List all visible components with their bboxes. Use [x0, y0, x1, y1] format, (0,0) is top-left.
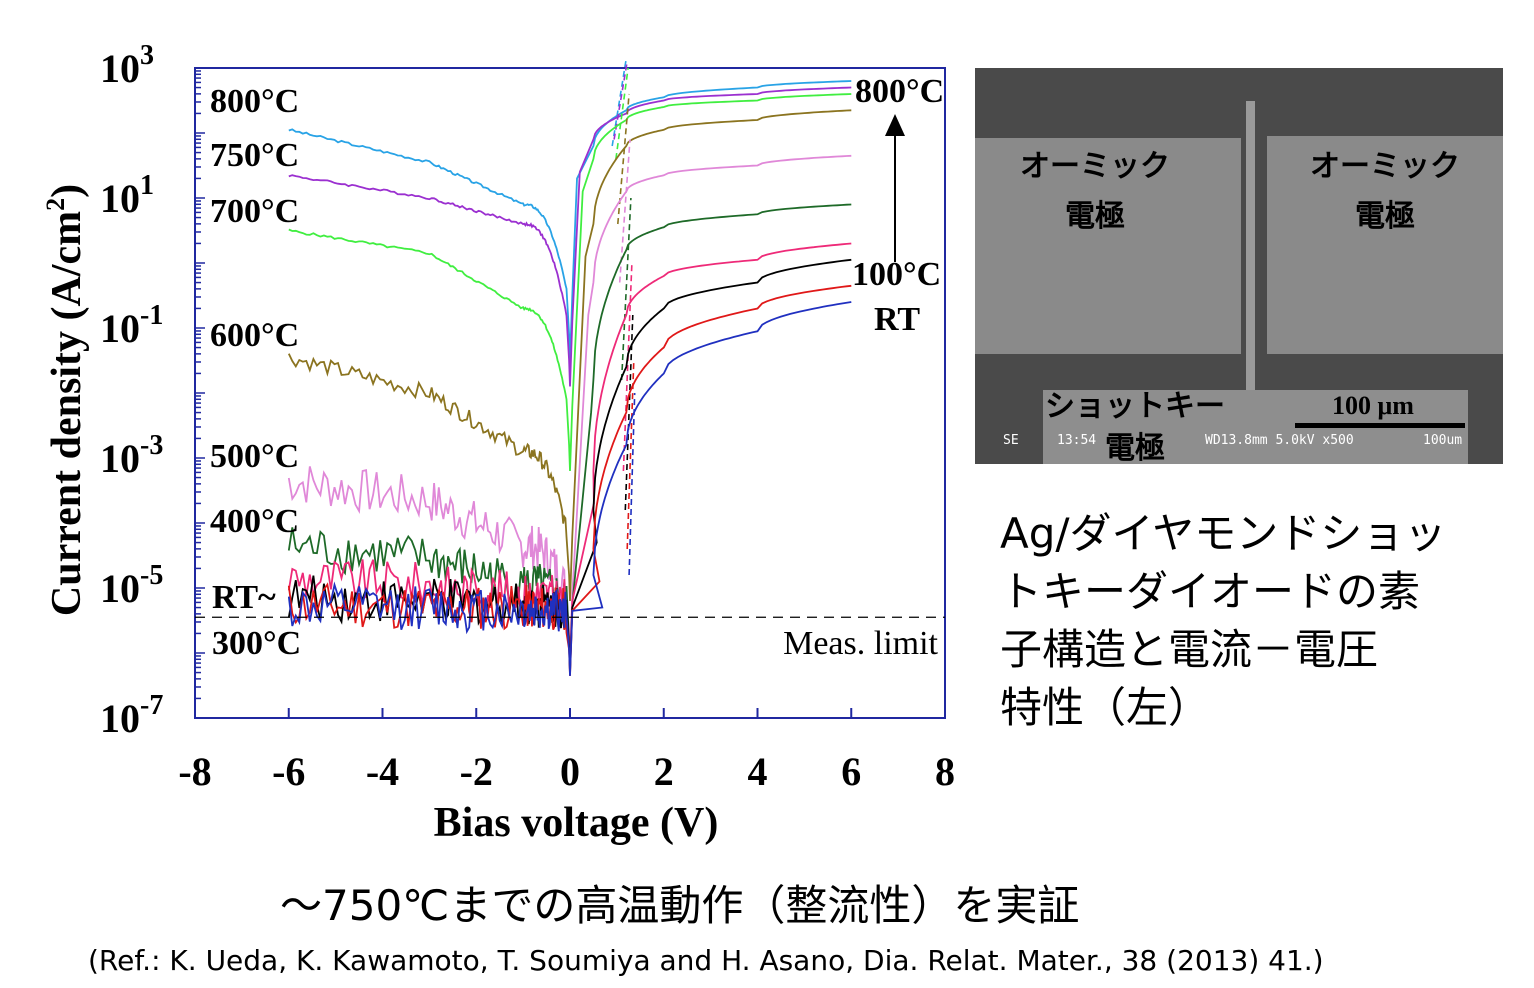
x-tick-label: -2 — [460, 749, 493, 794]
y-tick-base: 10 — [100, 566, 140, 611]
x-ticks — [287, 708, 853, 718]
temp-label-400: 400°C — [210, 503, 299, 540]
ohmic-electrode-left — [975, 138, 1241, 354]
ohmic-right-line2: 電極 — [1355, 199, 1415, 234]
series-curve — [287, 154, 852, 660]
schottky-finger — [1246, 101, 1255, 393]
ohmic-left-line1: オーミック — [1020, 149, 1170, 184]
sem-image: オーミック 電極 オーミック 電極 ショットキー 電極 100 μm SE 13… — [975, 68, 1503, 464]
temp-label-600: 600°C — [210, 317, 299, 354]
x-tick-labels: -8 -6 -4 -2 0 2 4 6 8 — [178, 749, 955, 794]
sem-footer-time: 13:54 — [1057, 433, 1096, 448]
temperature-arrow — [885, 114, 905, 262]
y-tick-exp: -7 — [140, 690, 163, 721]
series-curve — [288, 80, 852, 361]
y-tick-exp: 1 — [140, 170, 154, 201]
x-tick-label: 6 — [841, 749, 861, 794]
series-curve — [288, 93, 852, 472]
x-tick-label: -8 — [178, 749, 211, 794]
arrow-top-label: 800°C — [855, 73, 944, 110]
series-fit-line — [624, 314, 634, 511]
y-tick-base: 10 — [100, 176, 140, 221]
scale-label: 100 μm — [1332, 391, 1414, 420]
y-axis-label-close: ) — [44, 184, 90, 198]
y-tick-base: 10 — [100, 306, 140, 351]
x-tick-label: 4 — [748, 749, 768, 794]
x-tick-label: -4 — [366, 749, 399, 794]
y-tick-label: 10-1 — [100, 300, 163, 351]
y-tick-label: 10-7 — [100, 690, 163, 741]
y-tick-exp: 3 — [140, 40, 154, 71]
series-curve — [287, 109, 852, 602]
arrow-bottom-label: 100°C — [852, 256, 941, 293]
ohmic-right-line1: オーミック — [1310, 149, 1460, 184]
caption-line: 子構造と電流－電圧 — [1000, 625, 1379, 674]
caption-line: Ag/ダイヤモンドショッ — [1000, 509, 1447, 558]
caption-line: トキーダイオードの素 — [1000, 567, 1421, 616]
temp-label-800: 800°C — [210, 83, 299, 120]
y-tick-base: 10 — [100, 696, 140, 741]
series-fit-line — [611, 58, 628, 147]
series-fit-line — [615, 67, 629, 160]
schottky-line1: ショットキー — [1045, 389, 1225, 424]
figure-caption: Ag/ダイヤモンドショッ トキーダイオードの素 子構造と電流－電圧 特性（左） — [1000, 505, 1500, 737]
caption-line: 特性（左） — [1000, 683, 1211, 732]
y-tick-exp: -5 — [140, 560, 163, 591]
y-tick-base: 10 — [100, 46, 140, 91]
series-fit-line — [626, 360, 635, 550]
sem-footer-se: SE — [1003, 433, 1019, 448]
x-tick-label: -6 — [272, 749, 305, 794]
y-tick-base: 10 — [100, 436, 140, 481]
series-curve — [287, 301, 852, 676]
temp-label-700: 700°C — [210, 193, 299, 230]
x-tick-label: 0 — [560, 749, 580, 794]
sem-footer-params: WD13.8mm 5.0kV x500 — [1205, 433, 1354, 448]
series-curve — [287, 258, 852, 673]
ohmic-left-line2: 電極 — [1065, 199, 1125, 234]
y-tick-exp: -1 — [140, 300, 163, 331]
temp-label-rt: RT~ — [212, 579, 276, 616]
temp-label-500: 500°C — [210, 438, 299, 475]
sem-footer-scale: 100um — [1423, 433, 1462, 448]
series-curve — [288, 86, 852, 387]
x-tick-label: 8 — [935, 749, 955, 794]
y-axis-label: Current density (A/cm2) — [41, 184, 90, 616]
reference: (Ref.: K. Ueda, K. Kawamoto, T. Soumiya … — [88, 944, 1324, 977]
y-axis-label-sup: 2 — [41, 198, 70, 211]
y-tick-label: 103 — [100, 40, 154, 91]
x-tick-label: 2 — [654, 749, 674, 794]
iv-chart: Meas. limit -8 -6 -4 -2 0 2 4 6 8 10310110-110-3… — [41, 40, 955, 846]
y-minor-ticks — [195, 70, 205, 719]
headline: ～750℃までの高温動作（整流性）を実証 — [280, 881, 1080, 930]
series-fit-line — [620, 197, 632, 381]
schottky-line2: 電極 — [1105, 431, 1165, 464]
y-tick-label: 10-3 — [100, 430, 163, 481]
data-curves — [287, 58, 852, 676]
temp-label-300: 300°C — [212, 625, 301, 662]
y-tick-label: 10-5 — [100, 560, 163, 611]
y-tick-label: 101 — [100, 170, 154, 221]
temp-label-750: 750°C — [210, 137, 299, 174]
plot-frame — [194, 67, 946, 719]
x-axis-label: Bias voltage (V) — [434, 800, 719, 846]
ohmic-electrode-right — [1267, 136, 1503, 354]
series-fit-line — [622, 262, 633, 472]
meas-limit-label: Meas. limit — [783, 625, 938, 662]
rt-right-label: RT — [874, 301, 920, 338]
y-axis-label-main: Current density (A/cm — [44, 211, 90, 616]
scale-bar — [1295, 423, 1465, 428]
series-curve — [287, 203, 852, 670]
y-tick-exp: -3 — [140, 430, 163, 461]
series-fit-line — [628, 392, 636, 576]
